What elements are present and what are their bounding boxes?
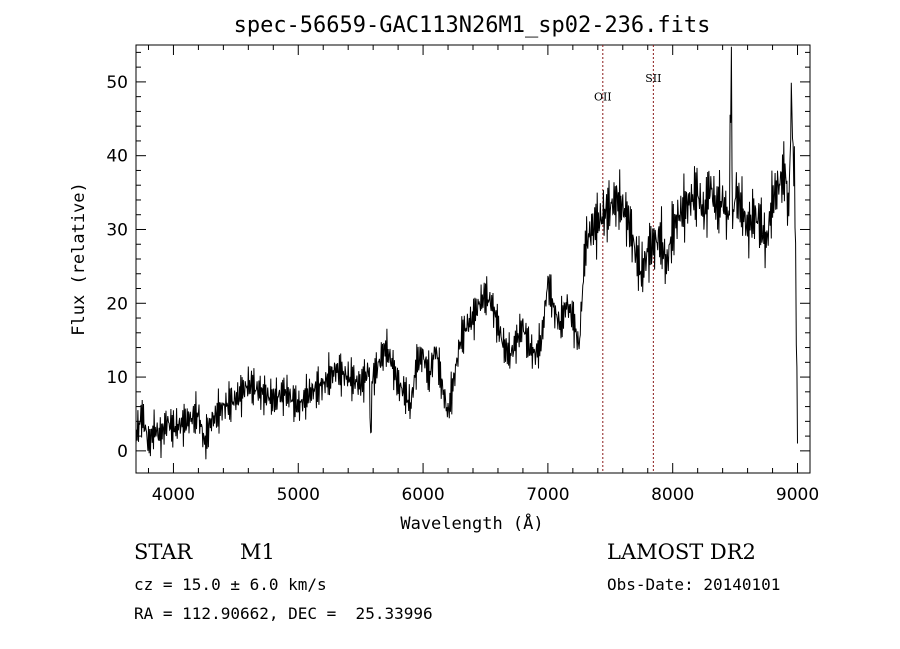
x-tick-label: 7000 xyxy=(526,485,569,505)
x-tick-label: 8000 xyxy=(651,485,694,505)
x-tick-label: 6000 xyxy=(401,485,444,505)
plot-frame xyxy=(135,44,811,474)
x-tick-label: 4000 xyxy=(152,485,195,505)
object-class: STAR xyxy=(134,540,193,564)
obs-date-label: Obs-Date: 20140101 xyxy=(607,575,781,594)
x-tick-label: 5000 xyxy=(277,485,320,505)
y-tick-label: 0 xyxy=(117,442,128,462)
emission-lines: OII SII xyxy=(594,45,661,473)
y-tick-label: 50 xyxy=(106,73,128,93)
coordinates-label: RA = 112.90662, DEC = 25.33996 xyxy=(134,604,433,623)
x-axis: 4000 5000 6000 7000 8000 9000 xyxy=(147,45,819,505)
spectrum-line xyxy=(135,46,798,460)
emission-line-label: SII xyxy=(645,72,661,85)
y-axis-label: Flux (relative) xyxy=(69,182,89,336)
redshift-label: cz = 15.0 ± 6.0 km/s xyxy=(134,575,327,594)
x-tick-label: 9000 xyxy=(776,485,819,505)
y-tick-label: 40 xyxy=(106,147,128,167)
plot-area: 4000 5000 6000 7000 8000 9000 0 10 20 30 40 50 OII… xyxy=(106,44,819,505)
chart-title: spec-56659-GAC113N26M1_sp02-236.fits xyxy=(234,13,711,38)
emission-line-label: OII xyxy=(594,90,612,103)
survey-label: LAMOST DR2 xyxy=(607,540,756,564)
y-tick-label: 20 xyxy=(106,294,128,314)
object-subclass: M1 xyxy=(240,540,275,564)
y-tick-label: 10 xyxy=(106,368,128,388)
y-tick-label: 30 xyxy=(106,220,128,240)
y-axis: 0 10 20 30 40 50 xyxy=(106,51,810,462)
x-axis-label: Wavelength (Å) xyxy=(400,512,543,534)
